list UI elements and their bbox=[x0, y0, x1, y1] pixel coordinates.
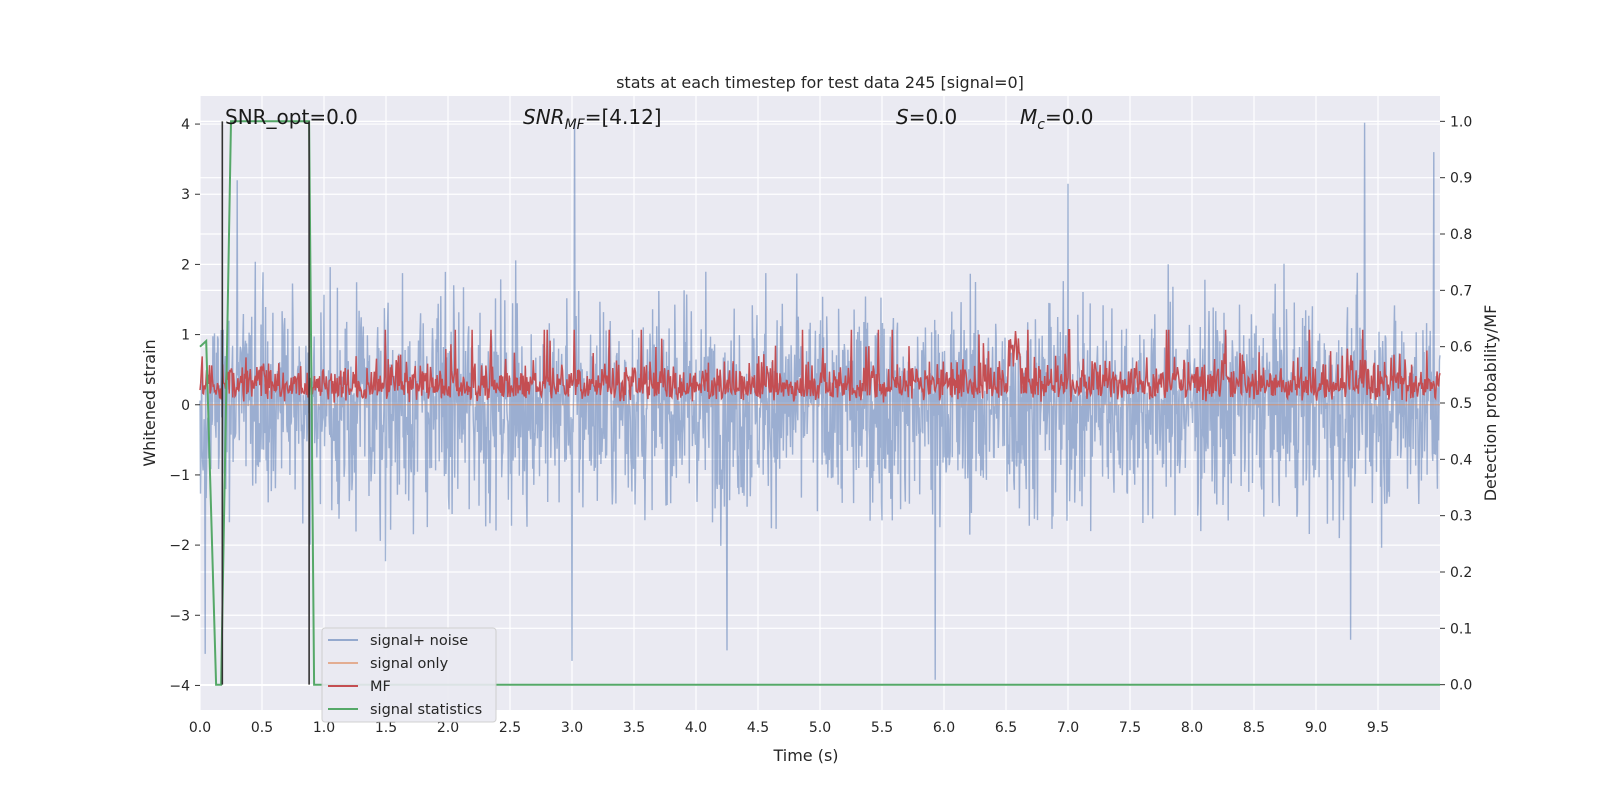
y-right-tick-label: 0.9 bbox=[1450, 171, 1472, 187]
y-axis-left-label: Whitened strain bbox=[140, 339, 159, 466]
y-right-tick-label: 0.8 bbox=[1450, 227, 1472, 243]
annotation-mc-subscript: c bbox=[1037, 117, 1045, 133]
y-right-tick-label: 0.4 bbox=[1450, 452, 1472, 468]
legend-label-signal-only: signal only bbox=[370, 656, 449, 672]
y-left-tick-label: −2 bbox=[169, 538, 190, 554]
y-right-tick-label: 0.6 bbox=[1450, 340, 1472, 356]
x-tick-label: 1.5 bbox=[375, 720, 397, 736]
annotation-mc-symbol: M bbox=[1020, 105, 1037, 129]
series-line-mf bbox=[199, 329, 1441, 403]
y-left-tick-label: −4 bbox=[169, 678, 190, 694]
y-left-tick-label: 4 bbox=[181, 117, 190, 133]
y-right-tick-label: 0.0 bbox=[1450, 678, 1472, 694]
annotation-s: S=0.0 bbox=[896, 105, 957, 129]
annotation-mc-value: =0.0 bbox=[1045, 105, 1094, 129]
y-left-tick-label: 2 bbox=[181, 257, 190, 273]
legend: signal+ noise signal only MF signal stat… bbox=[321, 627, 497, 723]
annotation-snr-opt: SNR_opt=0.0 bbox=[225, 105, 358, 129]
tick-labels: 0.0 0.5 1.0 1.5 2.0 2.5 3.0 3.5 4.0 4.5 5.0 5.5 6.0 6… bbox=[169, 114, 1472, 736]
x-tick-label: 8.5 bbox=[1243, 720, 1265, 736]
annotation-mc: Mc=0.0 bbox=[1020, 105, 1094, 133]
x-tick-label: 9.0 bbox=[1305, 720, 1327, 736]
legend-label-signal-statistics: signal statistics bbox=[370, 702, 482, 718]
x-tick-label: 7.0 bbox=[1057, 720, 1079, 736]
x-tick-label: 2.5 bbox=[499, 720, 521, 736]
y-left-tick-label: 3 bbox=[181, 187, 190, 203]
x-tick-label: 7.5 bbox=[1119, 720, 1141, 736]
annotation-s-symbol: S bbox=[896, 105, 909, 129]
mf-series bbox=[199, 329, 1441, 403]
y-left-tick-label: 0 bbox=[181, 398, 190, 414]
x-tick-label: 4.5 bbox=[747, 720, 769, 736]
x-tick-label: 0.0 bbox=[189, 720, 211, 736]
y-axis-right-label: Detection probability/MF bbox=[1481, 305, 1500, 502]
annotation-snr-mf-subscript: MF bbox=[565, 117, 586, 133]
chart-title: stats at each timestep for test data 245… bbox=[616, 73, 1024, 92]
annotation-snr-mf: SNRMF=[4.12] bbox=[523, 105, 662, 133]
y-right-tick-label: 0.2 bbox=[1450, 565, 1472, 581]
x-tick-label: 2.0 bbox=[437, 720, 459, 736]
legend-label-mf: MF bbox=[370, 679, 391, 695]
x-tick-label: 5.5 bbox=[871, 720, 893, 736]
x-tick-label: 5.0 bbox=[809, 720, 831, 736]
y-right-tick-label: 0.3 bbox=[1450, 509, 1472, 525]
y-right-tick-label: 0.1 bbox=[1450, 621, 1472, 637]
x-tick-label: 9.5 bbox=[1367, 720, 1389, 736]
x-tick-label: 8.0 bbox=[1181, 720, 1203, 736]
signal-statistics-series bbox=[199, 120, 1440, 686]
y-left-tick-label: −1 bbox=[169, 468, 190, 484]
x-tick-label: 3.5 bbox=[623, 720, 645, 736]
x-tick-label: 1.0 bbox=[313, 720, 335, 736]
vertical-markers bbox=[221, 121, 310, 685]
annotation-s-value: =0.0 bbox=[909, 105, 958, 129]
annotation-snr-mf-symbol: SNR bbox=[523, 105, 565, 129]
x-tick-label: 0.5 bbox=[251, 720, 273, 736]
legend-label-signal-noise: signal+ noise bbox=[370, 633, 468, 649]
series-line-signal-statistics bbox=[199, 120, 1440, 686]
x-axis-label: Time (s) bbox=[772, 746, 838, 765]
x-tick-label: 3.0 bbox=[561, 720, 583, 736]
y-right-tick-label: 1.0 bbox=[1450, 114, 1472, 130]
y-right-tick-label: 0.7 bbox=[1450, 283, 1472, 299]
y-left-tick-label: 1 bbox=[181, 328, 190, 344]
x-tick-label: 6.5 bbox=[995, 720, 1017, 736]
y-right-tick-label: 0.5 bbox=[1450, 396, 1472, 412]
annotation-snr-mf-value: =[4.12] bbox=[585, 105, 662, 129]
x-tick-label: 4.0 bbox=[685, 720, 707, 736]
x-tick-label: 6.0 bbox=[933, 720, 955, 736]
y-left-tick-label: −3 bbox=[169, 608, 190, 624]
legend-box bbox=[321, 627, 497, 723]
